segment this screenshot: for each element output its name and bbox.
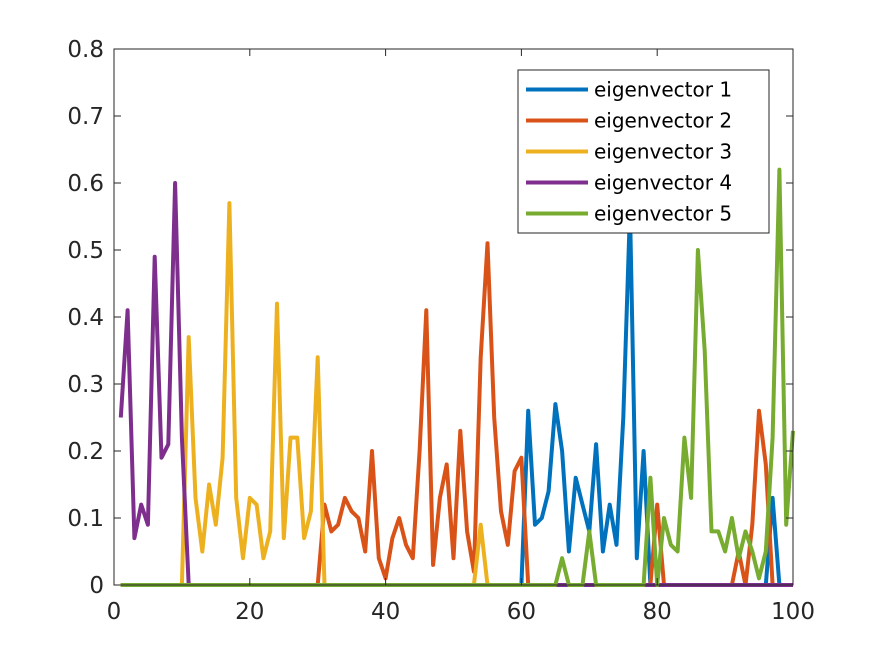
legend-label-5: eigenvector 5 [594,202,732,226]
y-tick-label: 0.8 [67,37,104,63]
y-tick-label: 0.3 [67,372,104,398]
legend-label-2: eigenvector 2 [594,109,732,133]
x-tick-label: 0 [107,599,122,625]
y-tick-label: 0.5 [67,238,104,264]
legend: eigenvector 1 eigenvector 2 eigenvector 3 e… [517,69,770,234]
y-tick-label: 0 [89,573,104,599]
y-tick-label: 0.6 [67,171,104,197]
x-tick-label: 60 [507,599,536,625]
y-tick-label: 0.4 [67,305,104,331]
y-tick-label: 0.1 [67,506,104,532]
legend-label-3: eigenvector 3 [594,140,732,164]
x-tick-label: 20 [235,599,264,625]
axes-layer: 0 20 40 60 80 100 0 0.1 0.2 0.3 0.4 0.5 0.6 0.7 0.8 [67,37,815,625]
legend-label-1: eigenvector 1 [594,78,732,102]
x-tick-label: 40 [371,599,400,625]
x-tick-label: 100 [771,599,815,625]
legend-label-4: eigenvector 4 [594,171,732,195]
series-line-4 [118,181,793,587]
y-tick-label: 0.7 [67,104,104,130]
x-tick-label: 80 [643,599,672,625]
series-line-5 [120,167,795,587]
y-tick-label: 0.2 [67,439,104,465]
series-line-3 [120,201,793,587]
